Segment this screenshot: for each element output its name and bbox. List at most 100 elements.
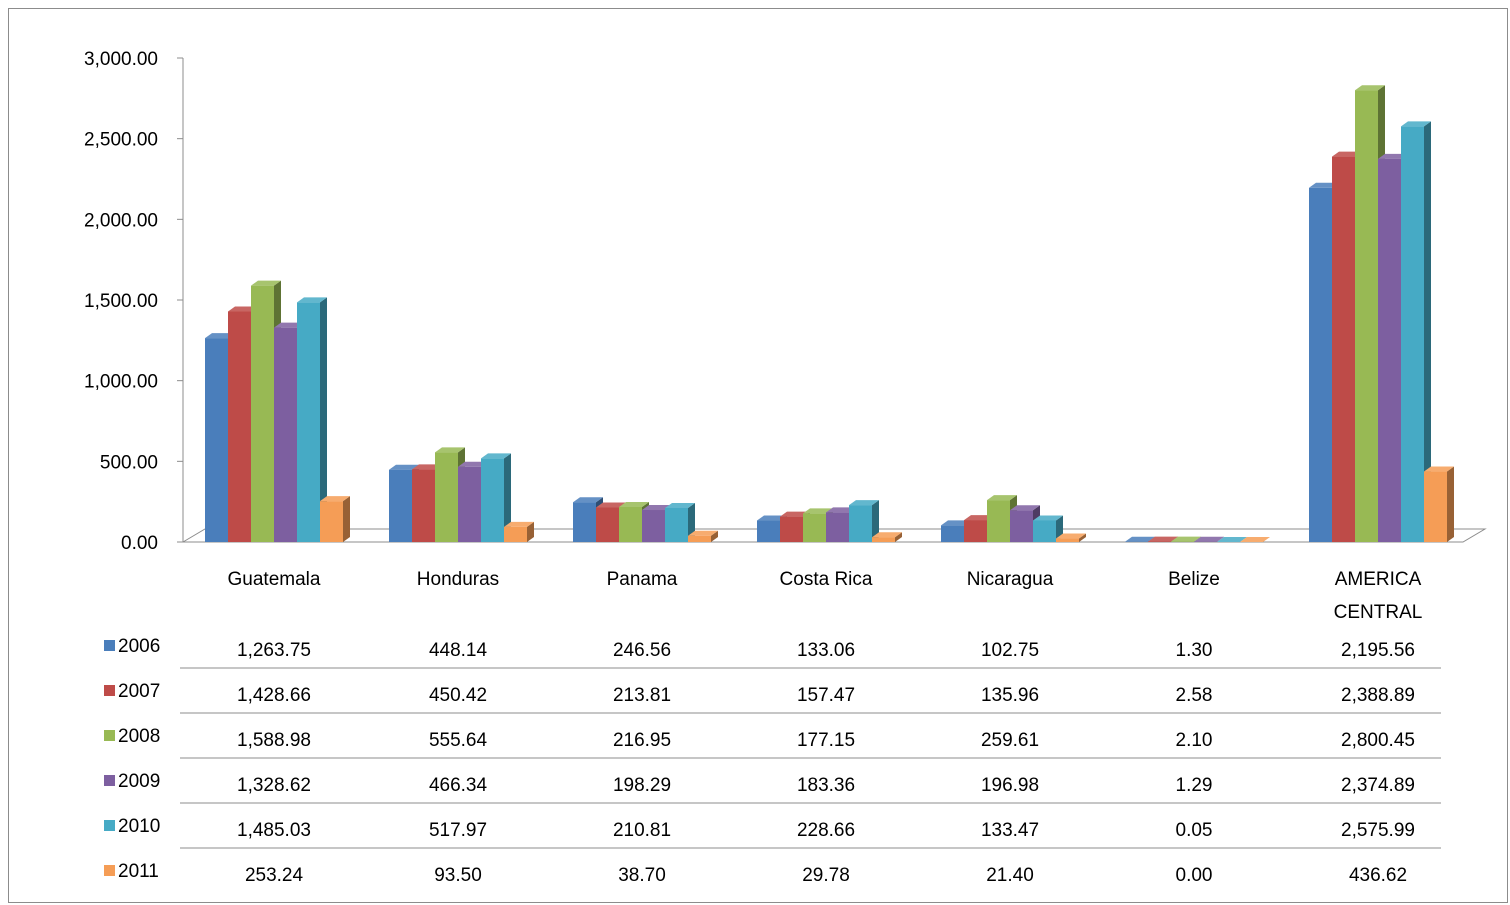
bar-plot — [205, 85, 1454, 543]
bar-front — [481, 458, 504, 542]
table-cell: 1.29 — [1176, 775, 1213, 796]
table-cell: 1,588.98 — [237, 730, 311, 751]
bar-front — [964, 520, 987, 542]
bar-front — [941, 525, 964, 542]
bar-2007-2 — [596, 502, 626, 542]
bar-top — [1378, 153, 1408, 159]
bar-2011-2 — [688, 530, 718, 542]
bar-side — [1424, 121, 1431, 542]
bar-front — [642, 510, 665, 542]
series-name: 2007 — [118, 681, 160, 702]
bar-top — [573, 497, 603, 503]
bar-top — [297, 297, 327, 303]
bar-top — [941, 520, 971, 526]
bar-front — [1401, 126, 1424, 542]
bar-front — [274, 327, 297, 542]
table-cell: 259.61 — [981, 730, 1039, 751]
category-label: AMERICA — [1335, 569, 1422, 590]
category-label: Nicaragua — [967, 569, 1054, 590]
bar-front — [1056, 538, 1079, 542]
legend-key-2011 — [104, 865, 115, 876]
bar-top — [1332, 151, 1362, 157]
series-name: 2008 — [118, 726, 160, 747]
bar-top — [320, 496, 350, 502]
bar-top — [274, 322, 304, 328]
bar-top — [1194, 536, 1224, 542]
bar-top — [458, 461, 488, 467]
bar-top — [1217, 536, 1247, 542]
bar-front — [205, 338, 228, 542]
table-cell: 1,485.03 — [237, 820, 311, 841]
bar-top — [987, 495, 1017, 501]
bar-front — [826, 512, 849, 542]
category-label: Honduras — [417, 569, 499, 590]
bar-side — [527, 521, 534, 542]
bar-top — [1424, 466, 1454, 472]
bar-side — [1240, 536, 1247, 542]
bar-2010-3 — [849, 500, 879, 542]
table-cell: 2.10 — [1176, 730, 1213, 751]
legend-key-2010 — [104, 820, 115, 831]
table-cell: 2.58 — [1176, 685, 1213, 706]
bar-front — [688, 535, 711, 542]
bar-top — [596, 502, 626, 508]
bar-side — [1447, 466, 1454, 542]
bar-front — [596, 507, 619, 542]
y-axis: 0.00 500.00 1,000.00 1,500.00 2,000.00 2,500.… — [84, 49, 184, 554]
bar-side — [1217, 536, 1224, 542]
bar-2010-2 — [665, 502, 695, 542]
bar-front — [1309, 187, 1332, 542]
bar-top — [1401, 121, 1431, 127]
category-label: Guatemala — [228, 569, 321, 590]
table-cell: 38.70 — [618, 865, 666, 886]
bar-front — [780, 516, 803, 542]
table-cell: 228.66 — [797, 820, 855, 841]
category-label: Panama — [607, 569, 678, 590]
table-cell: 135.96 — [981, 685, 1039, 706]
bar-front — [1355, 90, 1378, 543]
bar-2010-1 — [481, 453, 511, 542]
bar-top — [205, 333, 235, 339]
bar-front — [573, 502, 596, 542]
bar-top — [803, 508, 833, 514]
y-tick-label: 2,000.00 — [84, 210, 158, 231]
table-cell: 1,263.75 — [237, 640, 311, 661]
table-cell: 210.81 — [613, 820, 671, 841]
bar-top — [1056, 533, 1086, 539]
table-cell: 555.64 — [429, 730, 488, 751]
table-cell: 2,195.56 — [1341, 640, 1415, 661]
bar-top — [619, 501, 649, 507]
series-name: 2011 — [118, 861, 159, 882]
bar-top — [872, 532, 902, 538]
table-cell: 448.14 — [429, 640, 488, 661]
bar-side — [872, 500, 879, 542]
bar-front — [320, 501, 343, 542]
bar-2010-0 — [297, 297, 327, 542]
bar-front — [1332, 156, 1355, 542]
category-label: CENTRAL — [1334, 602, 1423, 623]
y-tick-label: 500.00 — [100, 452, 158, 473]
bar-top — [1171, 536, 1201, 542]
series-name: 2009 — [118, 771, 160, 792]
bar-front — [251, 285, 274, 542]
bar-top — [1240, 537, 1270, 542]
table-cell: 216.95 — [613, 730, 671, 751]
y-tick-label: 1,500.00 — [84, 291, 158, 312]
bar-top — [435, 447, 465, 453]
table-cell: 466.34 — [429, 775, 488, 796]
bar-front — [297, 302, 320, 542]
bar-2011-0 — [320, 496, 350, 542]
bar-top — [1010, 505, 1040, 511]
table-cell: 0.00 — [1176, 865, 1213, 886]
category-label: Costa Rica — [780, 569, 873, 590]
legend-key-2006 — [104, 640, 115, 651]
bar-top — [1355, 85, 1385, 91]
table-cell: 102.75 — [981, 640, 1039, 661]
bar-front — [435, 452, 458, 542]
bar-top — [1033, 515, 1063, 521]
table-cell: 157.47 — [797, 685, 855, 706]
bar-2010-4 — [1033, 515, 1063, 542]
table-cell: 177.15 — [797, 730, 855, 751]
legend-key-2008 — [104, 730, 115, 741]
table-cell: 1.30 — [1176, 640, 1213, 661]
